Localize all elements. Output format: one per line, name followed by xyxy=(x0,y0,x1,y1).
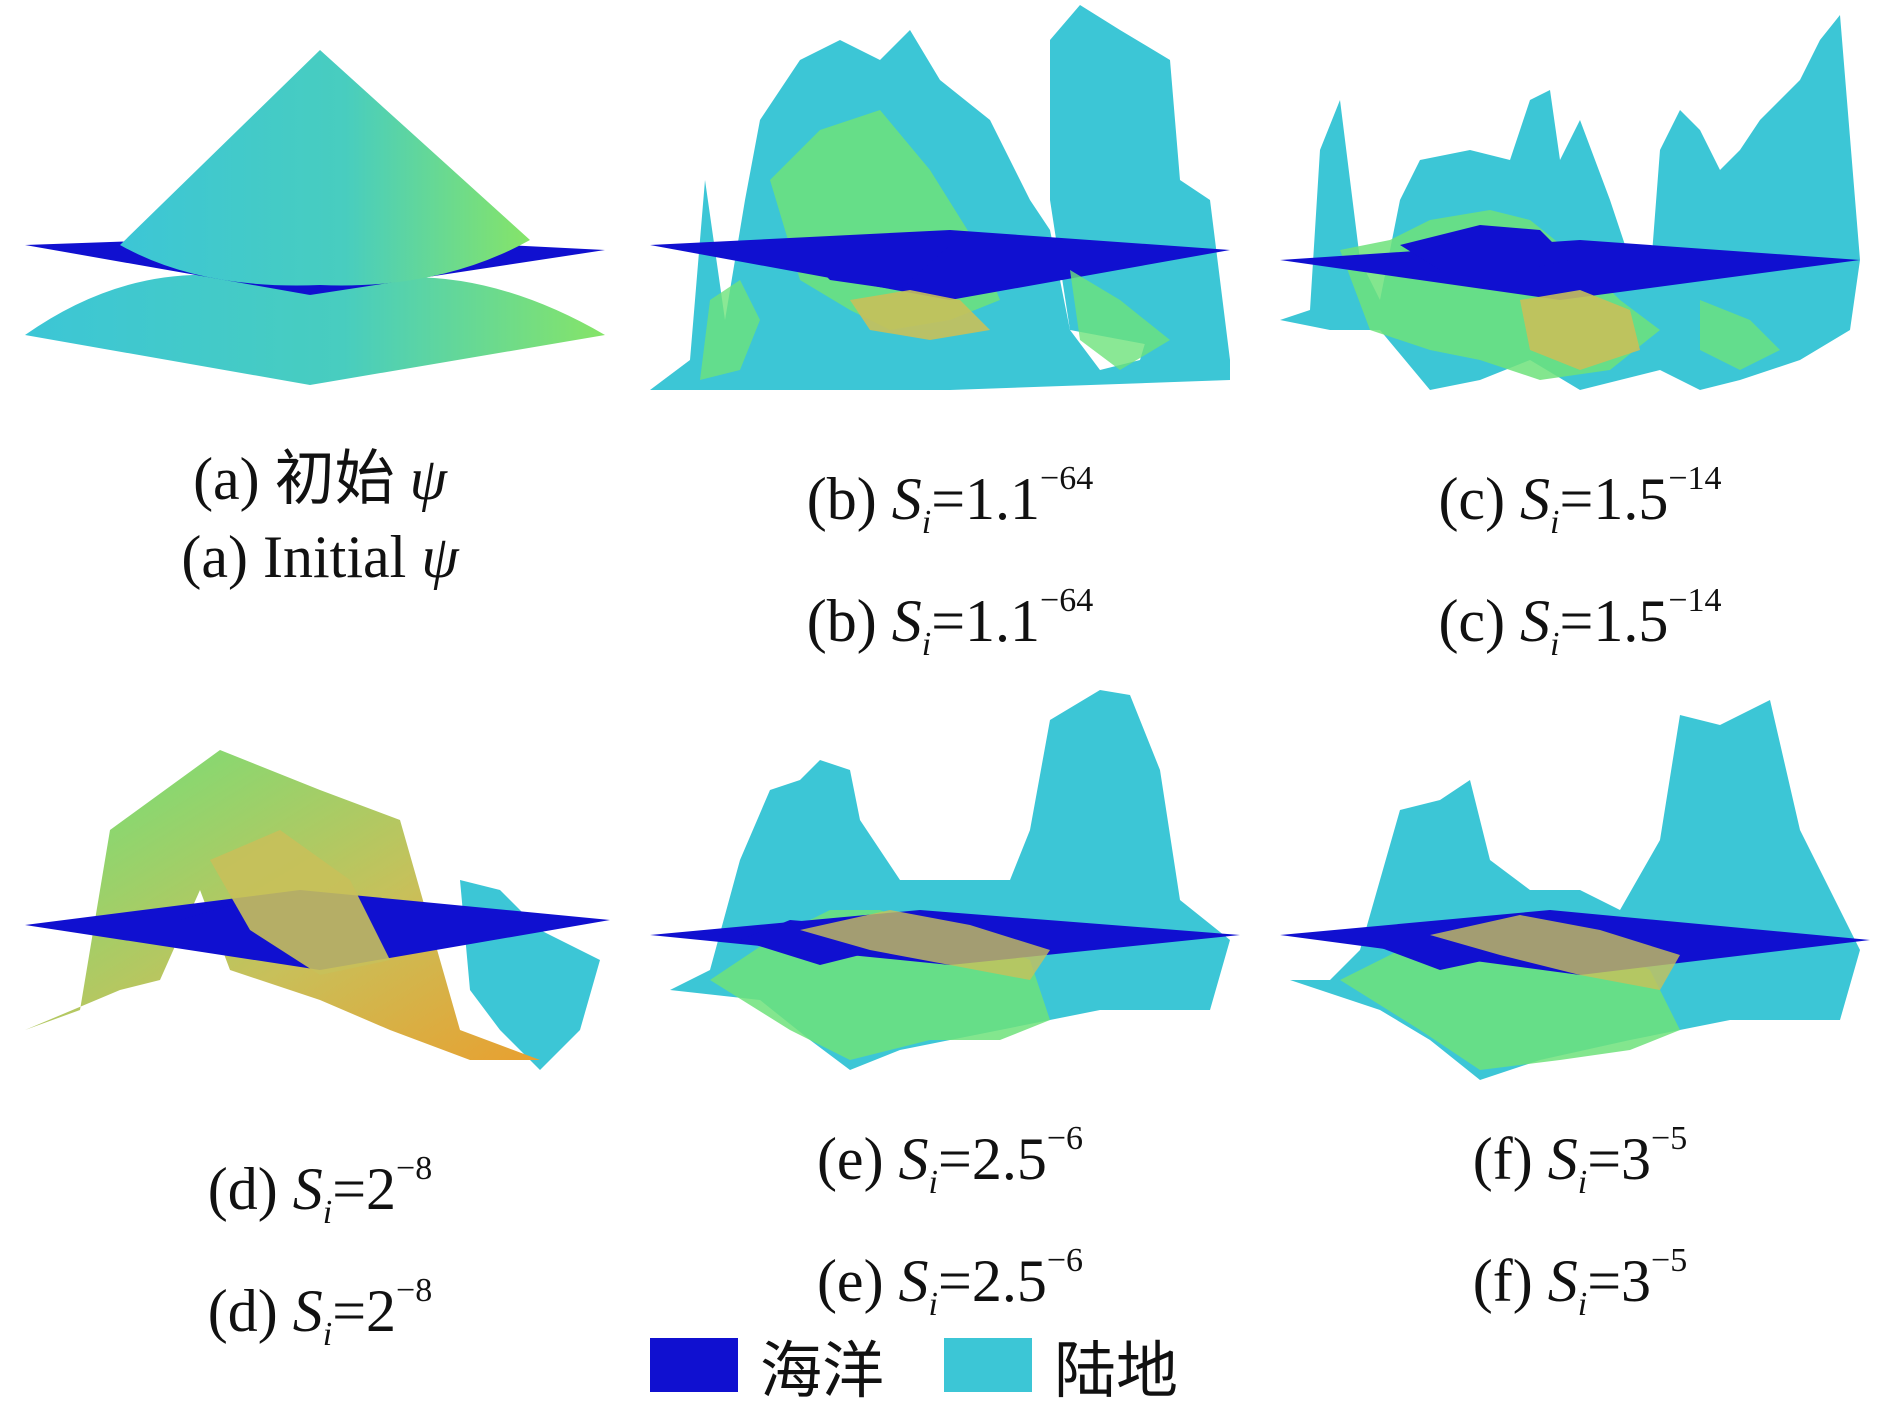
surface-plot-c xyxy=(1280,15,1860,390)
legend-swatch-land xyxy=(944,1338,1033,1392)
surface-plot-f xyxy=(1280,700,1870,1080)
legend-label-land: 陆地 xyxy=(1054,1338,1179,1406)
legend-swatch-ocean xyxy=(650,1338,738,1392)
surface-plot-b xyxy=(650,5,1230,390)
caption-d: (d) Si=2−8 (d) Si=2−8 xyxy=(207,1150,433,1353)
legend: 海洋 陆地 xyxy=(650,1330,1238,1406)
legend-label-ocean: 海洋 xyxy=(760,1338,885,1406)
caption-c: (c) Si=1.5−14 (c) Si=1.5−14 xyxy=(1438,460,1722,663)
surface-plot-initial xyxy=(25,50,605,385)
surface-plot-d xyxy=(25,750,610,1070)
caption-a-line1: (a) 初始 xyxy=(193,446,410,512)
surface-plot-e xyxy=(650,690,1240,1070)
legend-item-ocean: 海洋 xyxy=(650,1320,884,1410)
caption-a: (a) 初始 ψ (a) Initial ψ xyxy=(181,446,459,590)
legend-item-land: 陆地 xyxy=(944,1320,1178,1410)
caption-f: (f) Si=3−5 (f) Si=3−5 xyxy=(1472,1120,1688,1323)
caption-a-line2: (a) Initial xyxy=(181,524,422,590)
caption-e: (e) Si=2.5−6 (e) Si=2.5−6 xyxy=(816,1120,1084,1323)
caption-b: (b) Si=1.1−64 (b) Si=1.1−64 xyxy=(806,460,1094,663)
